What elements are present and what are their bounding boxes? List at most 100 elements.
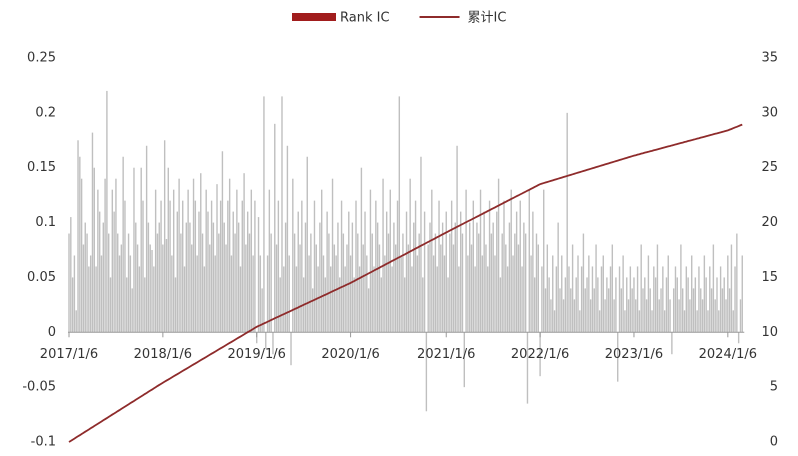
y2-tick-label: 35 (761, 51, 778, 66)
bar (519, 200, 521, 333)
bar (109, 277, 112, 333)
bar (524, 233, 527, 333)
bar (70, 217, 72, 333)
bar (310, 233, 312, 333)
bar (257, 217, 260, 333)
x-tick-label: 2017/1/6 (40, 347, 98, 362)
bar (378, 244, 381, 333)
bar (100, 255, 103, 333)
bar (239, 266, 242, 333)
bar (351, 222, 354, 333)
bar (97, 189, 99, 333)
bar (82, 244, 85, 333)
bar (689, 299, 691, 333)
bar (725, 299, 727, 333)
bar (600, 266, 603, 333)
bar (339, 277, 341, 333)
bar (402, 233, 404, 333)
legend-label: Rank IC (340, 11, 390, 26)
bar (506, 266, 509, 333)
bar (627, 299, 630, 333)
bar (367, 288, 370, 333)
bar (160, 200, 162, 333)
bar (178, 178, 180, 333)
bar (230, 255, 233, 333)
bar (685, 266, 688, 333)
bar (492, 222, 494, 333)
x-tick-label: 2018/1/6 (134, 347, 192, 362)
bar (281, 96, 283, 333)
bar (521, 266, 523, 333)
legend-swatch (292, 13, 336, 21)
bar (683, 310, 686, 333)
bar (438, 200, 440, 333)
bar (501, 233, 503, 333)
bar (324, 277, 327, 333)
bar (115, 178, 117, 333)
bar (682, 288, 684, 333)
bar (663, 310, 666, 333)
bar (741, 255, 743, 333)
bar (528, 189, 530, 333)
bar (196, 255, 198, 333)
bar (413, 222, 415, 333)
x-tick-label: 2024/1/6 (699, 347, 757, 362)
bar (171, 255, 173, 333)
bar (425, 332, 428, 412)
bar (319, 222, 321, 333)
bar (732, 310, 734, 333)
bar (400, 255, 402, 333)
bar (613, 299, 615, 333)
x-tick-label: 2022/1/6 (511, 347, 569, 362)
bar (510, 189, 512, 333)
bar (342, 233, 345, 333)
bar (497, 178, 500, 333)
bar (93, 167, 95, 333)
bar (714, 299, 716, 333)
bar (658, 299, 660, 333)
bar (330, 266, 332, 333)
bar (284, 222, 287, 333)
bar (676, 277, 678, 333)
bar (225, 244, 227, 333)
bar (570, 288, 572, 333)
bar (667, 255, 669, 333)
bar (333, 244, 336, 333)
bar (163, 140, 166, 333)
bar (557, 222, 559, 333)
bar (182, 200, 184, 333)
bar (562, 299, 565, 333)
bar (154, 189, 157, 333)
bar (414, 200, 417, 333)
bar (709, 266, 711, 333)
bar (680, 244, 682, 333)
bar (470, 244, 473, 333)
bar (660, 288, 662, 333)
bar (449, 233, 451, 333)
bar (645, 299, 648, 333)
bar (640, 244, 642, 333)
bar (503, 200, 505, 333)
bar (357, 233, 359, 333)
bar (214, 255, 216, 333)
bar (707, 310, 709, 333)
bar (326, 211, 328, 333)
bar (427, 244, 429, 333)
bar (135, 222, 137, 333)
bar (162, 244, 164, 333)
bar (604, 299, 606, 333)
bar (633, 277, 635, 333)
bar (512, 255, 514, 333)
bar (575, 277, 577, 333)
bar (467, 255, 469, 333)
bar (373, 266, 375, 333)
bar (192, 178, 195, 333)
bar (364, 211, 366, 333)
bar (698, 266, 700, 333)
bar (106, 90, 108, 333)
bar (671, 332, 673, 355)
bar (577, 255, 579, 333)
bar (295, 266, 298, 333)
bar (366, 255, 368, 333)
bar (728, 288, 731, 333)
